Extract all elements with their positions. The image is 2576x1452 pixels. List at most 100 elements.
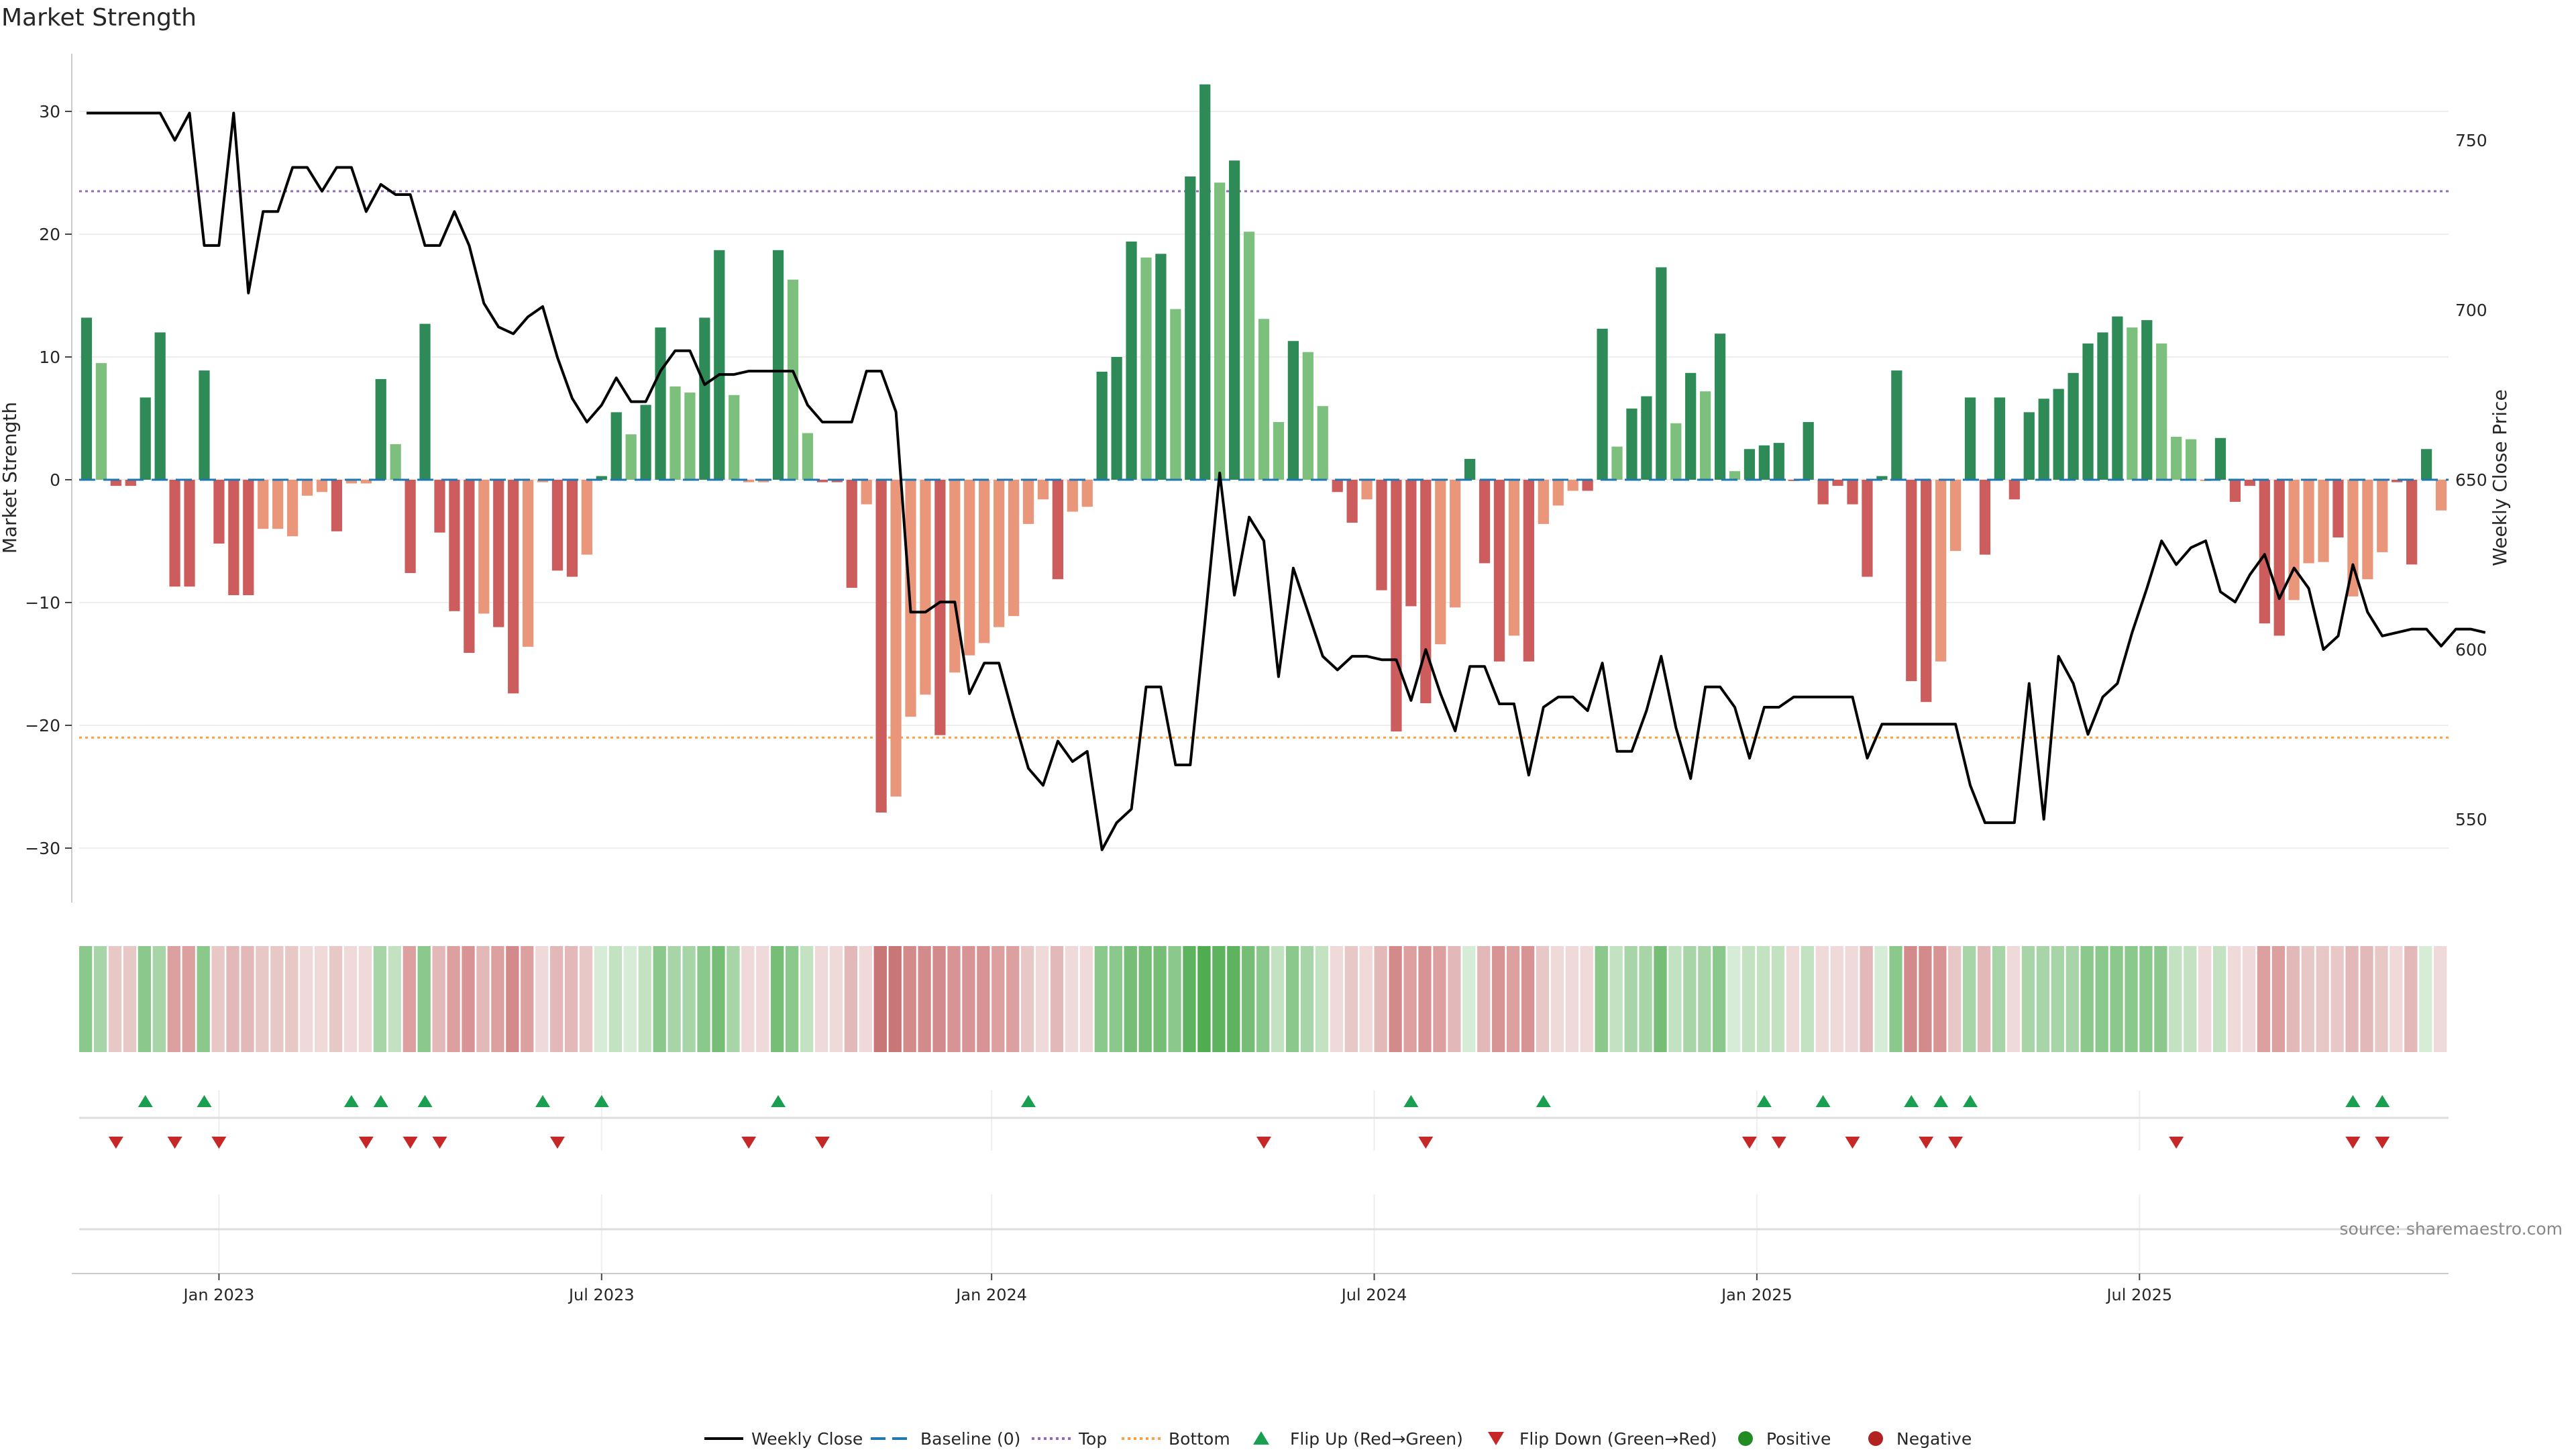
heatmap-cell bbox=[550, 946, 564, 1052]
chart-legend: Weekly Close Baseline (0) Top Bottom Fli… bbox=[704, 1429, 1972, 1449]
heatmap-cell bbox=[256, 946, 269, 1052]
strength-bar bbox=[1332, 480, 1343, 492]
strength-bar bbox=[1361, 480, 1373, 500]
heatmap-cell bbox=[2301, 946, 2314, 1052]
strength-bar bbox=[2053, 388, 2064, 480]
strength-bar bbox=[1052, 480, 1063, 580]
legend-flip-down: Flip Down (Green→Red) bbox=[1519, 1429, 1717, 1449]
heatmap-cell bbox=[1919, 946, 1932, 1052]
strength-bar bbox=[861, 480, 872, 505]
strength-bar bbox=[2377, 480, 2388, 552]
heatmap-cell bbox=[1904, 946, 1917, 1052]
heatmap-cell bbox=[476, 946, 490, 1052]
x-tick-label: Jul 2024 bbox=[1340, 1286, 1407, 1304]
heatmap-cell bbox=[388, 946, 402, 1052]
strength-bar bbox=[1670, 423, 1682, 480]
flip-down-icon bbox=[549, 1137, 565, 1149]
strength-bar bbox=[1906, 480, 1917, 682]
flip-up-icon bbox=[1756, 1095, 1772, 1107]
legend-flip-up-icon bbox=[1253, 1431, 1269, 1445]
flip-up-icon bbox=[197, 1095, 212, 1107]
heatmap-cell bbox=[2198, 946, 2212, 1052]
heatmap-cell bbox=[814, 946, 828, 1052]
heatmap-cell bbox=[1227, 946, 1240, 1052]
strength-bar bbox=[1346, 480, 1358, 523]
strength-bar bbox=[610, 412, 622, 480]
heatmap-cell bbox=[741, 946, 755, 1052]
heatmap-cell bbox=[2257, 946, 2271, 1052]
flip-up-icon bbox=[771, 1095, 786, 1107]
heatmap-cell bbox=[1256, 946, 1270, 1052]
heatmap-cell bbox=[329, 946, 343, 1052]
strength-bar bbox=[640, 405, 651, 480]
heatmap-cell bbox=[2212, 946, 2226, 1052]
strength-bar bbox=[1391, 480, 1402, 732]
heatmap-cell bbox=[1374, 946, 1387, 1052]
flip-down-icon bbox=[167, 1137, 182, 1149]
heatmap-cell bbox=[1433, 946, 1446, 1052]
flip-down-icon bbox=[1948, 1137, 1964, 1149]
strength-bar bbox=[2082, 343, 2094, 480]
heatmap-cell bbox=[859, 946, 873, 1052]
strength-bar bbox=[2392, 480, 2403, 482]
heatmap-cell bbox=[1609, 946, 1623, 1052]
heatmap-cell bbox=[1050, 946, 1064, 1052]
heatmap-cell bbox=[608, 946, 623, 1052]
strength-bar bbox=[1508, 480, 1520, 636]
heatmap-cell bbox=[2360, 946, 2373, 1052]
strength-bar bbox=[2097, 332, 2108, 480]
heatmap-cell bbox=[697, 946, 710, 1052]
flip-up-icon bbox=[2375, 1095, 2390, 1107]
strength-bar bbox=[1229, 160, 1240, 480]
strength-bar bbox=[1921, 480, 1932, 703]
strength-bar bbox=[1067, 480, 1078, 512]
strength-bar bbox=[272, 480, 284, 529]
strength-bar bbox=[1479, 480, 1491, 564]
strength-bar bbox=[301, 480, 313, 496]
strength-bar bbox=[169, 480, 180, 587]
heatmap-cell bbox=[2316, 946, 2329, 1052]
heatmap-cell bbox=[2375, 946, 2388, 1052]
heatmap-cell bbox=[1094, 946, 1108, 1052]
strength-bar bbox=[920, 480, 931, 695]
heatmap-cell bbox=[653, 946, 666, 1052]
strength-bar bbox=[493, 480, 504, 627]
flip-up-icon bbox=[594, 1095, 609, 1107]
strength-bar bbox=[110, 480, 121, 486]
heatmap-cell bbox=[1948, 946, 1962, 1052]
heatmap-cell bbox=[1109, 946, 1122, 1052]
heatmap-cell bbox=[2154, 946, 2167, 1052]
heatmap-cell bbox=[2434, 946, 2447, 1052]
strength-bar bbox=[522, 480, 534, 647]
strength-bar bbox=[1199, 84, 1211, 480]
strength-bar bbox=[1964, 397, 1976, 480]
strength-bar bbox=[1552, 480, 1564, 506]
heatmap-cell bbox=[491, 946, 504, 1052]
strength-bar bbox=[1096, 371, 1108, 480]
heatmap-cell bbox=[1006, 946, 1020, 1052]
legend-positive-icon bbox=[1738, 1431, 1753, 1446]
y-tick-label: 20 bbox=[39, 225, 60, 244]
legend-top: Top bbox=[1078, 1429, 1107, 1449]
strength-bar bbox=[2112, 316, 2123, 480]
flip-up-icon bbox=[1536, 1095, 1551, 1107]
heatmap-cell bbox=[506, 946, 519, 1052]
heatmap-cell bbox=[903, 946, 916, 1052]
strength-bar bbox=[1405, 480, 1417, 607]
flip-down-icon bbox=[741, 1137, 757, 1149]
heatmap-cell bbox=[226, 946, 239, 1052]
legend-flip-down-icon bbox=[1488, 1432, 1504, 1445]
strength-bar bbox=[243, 480, 254, 596]
strength-bar bbox=[2038, 399, 2049, 480]
heatmap-cell bbox=[1065, 946, 1079, 1052]
strength-bar bbox=[1464, 458, 1476, 480]
flip-up-icon bbox=[1403, 1095, 1419, 1107]
strength-bar bbox=[1714, 333, 1726, 480]
flip-up-icon bbox=[138, 1095, 153, 1107]
heatmap-cell bbox=[241, 946, 254, 1052]
heatmap-cell bbox=[417, 946, 431, 1052]
flip-up-icon bbox=[1933, 1095, 1949, 1107]
strength-bar bbox=[199, 370, 210, 480]
flip-down-icon bbox=[2345, 1137, 2361, 1149]
